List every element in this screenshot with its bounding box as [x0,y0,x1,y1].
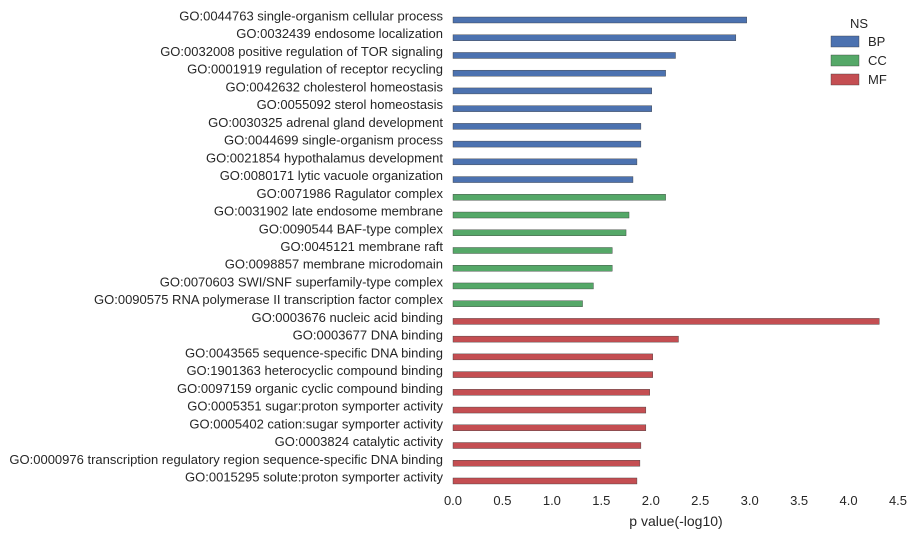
bar-bp [452,69,666,77]
category-label: GO:0003676 nucleic acid binding [251,310,443,325]
x-tick-label: 3.5 [790,493,808,508]
bar-mf [452,460,641,467]
bar-cc [452,211,630,219]
legend-title: NS [850,16,868,31]
bar-cc [452,282,594,290]
bar-mf [452,442,642,449]
bar-bp [452,52,676,59]
bar-mf [452,335,679,343]
category-label: GO:0003824 catalytic activity [275,434,444,449]
bar-bp [452,16,747,24]
category-label: GO:0090575 RNA polymerase II transcripti… [94,292,443,307]
category-label: GO:0071986 Ragulator complex [257,186,444,201]
x-axis-title: p value(-log10) [629,513,722,529]
category-label: GO:0080171 lytic vacuole organization [220,168,443,183]
legend-label-cc: CC [868,53,887,68]
x-tick-label: 1.0 [543,493,561,508]
category-label: GO:0070603 SWI/SNF superfamily-type comp… [160,274,444,289]
bar-cc [452,265,613,272]
x-tick-label: 0.0 [444,493,462,508]
category-label: GO:0032008 positive regulation of TOR si… [160,44,443,59]
legend-swatch-mf [830,73,860,86]
legend-label-bp: BP [868,34,885,49]
x-tick-label: 4.5 [889,493,907,508]
bar-bp [452,140,642,148]
x-tick-label: 4.0 [840,493,858,508]
bar-mf [452,371,653,378]
category-label: GO:0045121 membrane raft [280,239,443,254]
category-label: GO:1901363 heterocyclic compound binding [186,363,443,378]
x-axis-ticks: 0.0 0.5 1.0 1.5 2.0 2.5 3.0 3.5 4.0 4.5 [444,493,907,508]
category-label: GO:0055092 sterol homeostasis [257,97,444,112]
bar-bp [452,158,638,166]
category-label: GO:0021854 hypothalamus development [206,150,443,165]
bar-bp [452,87,652,95]
bar-bp [452,123,642,130]
category-label: GO:0032439 endosome localization [236,26,443,41]
bars-group [452,16,880,485]
bar-cc [452,247,613,254]
category-label: GO:0003677 DNA binding [293,328,443,343]
category-label: GO:0031902 late endosome membrane [214,204,443,219]
bar-cc [452,229,627,236]
x-tick-label: 0.5 [493,493,511,508]
bar-mf [452,318,880,325]
bar-bp [452,34,737,41]
category-label: GO:0005402 cation:sugar symporter activi… [189,416,443,431]
category-label: GO:0042632 cholesterol homeostasis [225,79,443,94]
category-label: GO:0000976 transcription regulatory regi… [9,452,443,467]
bar-mf [452,406,647,414]
legend: NS BP CC MF [830,16,887,87]
category-label: GO:0090544 BAF-type complex [259,221,444,236]
category-label: GO:0044763 single-organism cellular proc… [179,9,443,24]
category-label: GO:0005351 sugar:proton symporter activi… [187,399,443,414]
x-tick-label: 1.5 [592,493,610,508]
x-tick-label: 2.5 [691,493,709,508]
bar-mf [452,477,638,485]
x-tick-label: 2.0 [642,493,660,508]
bar-bp [452,176,634,183]
category-labels: GO:0044763 single-organism cellular proc… [9,9,443,485]
bar-mf [452,424,647,431]
category-label: GO:0097159 organic cyclic compound bindi… [177,381,443,396]
bar-mf [452,389,650,396]
bar-cc [452,194,666,201]
x-tick-label: 3.0 [741,493,759,508]
category-label: GO:0043565 sequence-specific DNA binding [185,345,443,360]
bar-mf [452,353,653,361]
category-label: GO:0044699 single-organism process [224,133,443,148]
bar-cc [452,300,583,307]
category-label: GO:0098857 membrane microdomain [225,257,443,272]
category-label: GO:0015295 solute:proton symporter activ… [185,469,443,484]
legend-swatch-cc [830,54,860,67]
legend-label-mf: MF [868,72,887,87]
category-label: GO:0001919 regulation of receptor recycl… [187,62,443,77]
bar-bp [452,105,652,112]
legend-swatch-bp [830,35,860,48]
category-label: GO:0030325 adrenal gland development [208,115,443,130]
